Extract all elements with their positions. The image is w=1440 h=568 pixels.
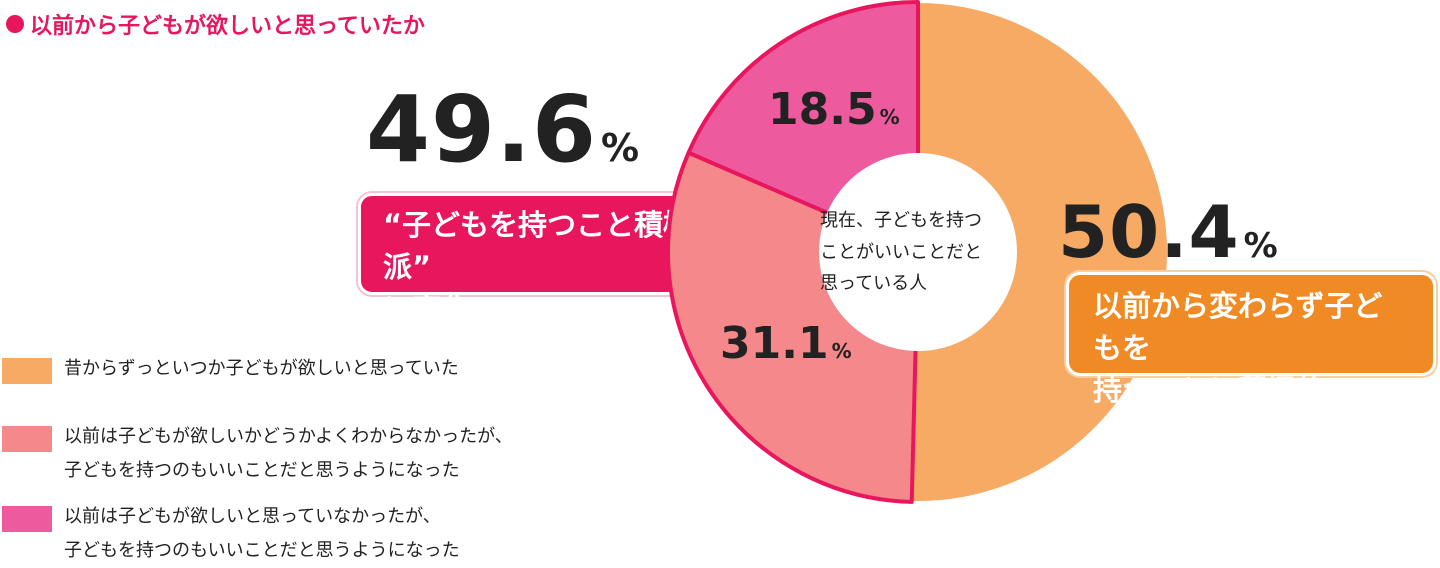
legend-label-did-not-want-before-line-2: 子どもを持つのもいいことだと思うようになった xyxy=(64,540,460,562)
active-shift-callout-line-1: “子どもを持つこと積極派” xyxy=(383,208,693,285)
legend-item-did-not-want-before: 以前は子どもが欲しいと思っていなかったが、 子どもを持つのもいいことだと思うよう… xyxy=(2,500,460,568)
chart-title-text: 以前から子どもが欲しいと思っていたか xyxy=(30,14,425,39)
center-label-line-3: 思っている人 xyxy=(820,273,928,294)
legend-item-always-wanted: 昔からずっといつか子どもが欲しいと思っていた xyxy=(2,352,459,386)
consistent-callout-line-2: 持つことに積極的 xyxy=(1093,373,1326,408)
consistent-value: 50.4 xyxy=(1058,190,1240,274)
legend-label-unsure-before: 以前は子どもが欲しいかどうかよくわからなかったが、 子どもを持つのもいいことだと… xyxy=(64,420,513,488)
chart-title: 以前から子どもが欲しいと思っていたか xyxy=(6,8,425,40)
consistent-callout: 以前から変わらず子どもを 持つことに積極的 xyxy=(1066,272,1436,407)
slice-label-18-5-value: 18.5 xyxy=(768,84,877,135)
legend-label-unsure-before-line-2: 子どもを持つのもいいことだと思うようになった xyxy=(64,460,460,482)
donut-chart xyxy=(666,0,1169,504)
consistent-unit: % xyxy=(1243,226,1279,266)
center-label-line-1: 現在、子どもを持つ xyxy=(820,210,982,231)
legend-item-unsure-before: 以前は子どもが欲しいかどうかよくわからなかったが、 子どもを持つのもいいことだと… xyxy=(2,420,513,488)
legend-swatch-did-not-want-before xyxy=(2,506,52,532)
legend-label-did-not-want-before-line-1: 以前は子どもが欲しいと思っていなかったが、 xyxy=(64,506,441,527)
slice-label-31-1: 31.1% xyxy=(720,322,852,366)
donut-slice-always-wanted xyxy=(910,1,1169,503)
active-shift-unit: % xyxy=(601,126,641,170)
center-label-line-2: ことがいいことだと xyxy=(820,241,982,263)
slice-label-18-5-unit: % xyxy=(879,105,900,129)
active-shift-value: 49.6 xyxy=(366,76,597,183)
legend-label-always-wanted-line-1: 昔からずっといつか子どもが欲しいと思っていた xyxy=(64,358,459,379)
consistent-percentage: 50.4% xyxy=(1058,196,1279,268)
slice-label-31-1-unit: % xyxy=(831,339,852,363)
legend-swatch-unsure-before xyxy=(2,426,52,452)
active-shift-percentage: 49.6% xyxy=(366,84,640,176)
slice-label-31-1-value: 31.1 xyxy=(720,318,829,369)
legend-label-always-wanted: 昔からずっといつか子どもが欲しいと思っていた xyxy=(64,352,459,386)
title-bullet-icon xyxy=(6,15,24,33)
consistent-callout-line-1: 以前から変わらず子どもを xyxy=(1093,289,1383,366)
legend-label-unsure-before-line-1: 以前は子どもが欲しいかどうかよくわからなかったが、 xyxy=(64,426,513,447)
donut-hole xyxy=(819,153,1017,351)
legend-label-did-not-want-before: 以前は子どもが欲しいと思っていなかったが、 子どもを持つのもいいことだと思うよう… xyxy=(64,500,460,568)
legend-swatch-always-wanted xyxy=(2,358,52,384)
donut-center-label: 現在、子どもを持つ ことがいいことだと 思っている人 xyxy=(820,205,1020,300)
slice-label-18-5: 18.5% xyxy=(768,88,900,132)
active-shift-callout-line-2: に変化 xyxy=(383,292,471,327)
